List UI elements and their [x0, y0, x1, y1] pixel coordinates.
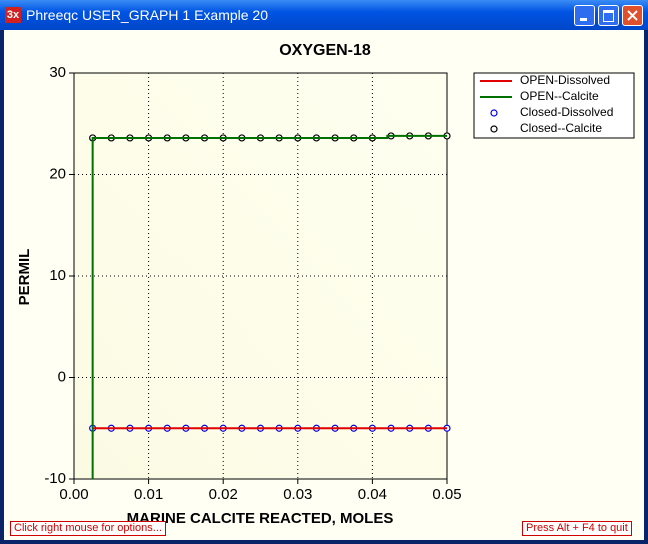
legend-swatch — [490, 125, 498, 133]
y-tick-label: 10 — [49, 267, 66, 284]
legend-swatch — [490, 109, 498, 117]
close-button[interactable] — [622, 5, 643, 26]
series-line — [91, 134, 447, 479]
legend-label: Closed-Dissolved — [520, 105, 613, 119]
y-tick-label: 0 — [58, 368, 66, 385]
x-tick-label: 0.00 — [59, 486, 88, 503]
quit-hint: Press Alt + F4 to quit — [522, 521, 632, 536]
legend-label: OPEN--Calcite — [520, 89, 599, 103]
chart-title: OXYGEN-18 — [279, 42, 371, 59]
window-title: Phreeqc USER_GRAPH 1 Example 20 — [26, 7, 268, 23]
x-tick-label: 0.04 — [358, 486, 387, 503]
title-bar: 3x Phreeqc USER_GRAPH 1 Example 20 — [0, 0, 648, 30]
maximize-button[interactable] — [598, 5, 619, 26]
y-tick-label: -10 — [44, 470, 66, 487]
x-tick-label: 0.01 — [134, 486, 163, 503]
app-icon: 3x — [5, 7, 21, 23]
y-tick-label: 20 — [49, 165, 66, 182]
legend-label: OPEN-Dissolved — [520, 73, 610, 87]
minimize-button[interactable] — [574, 5, 595, 26]
plot-frame — [73, 72, 448, 480]
x-tick-label: 0.05 — [432, 486, 461, 503]
x-tick-label: 0.02 — [209, 486, 238, 503]
x-tick-label: 0.03 — [283, 486, 312, 503]
y-axis-label: PERMIL — [16, 249, 33, 306]
x-axis-label: MARINE CALCITE REACTED, MOLES — [127, 510, 394, 527]
legend-label: Closed--Calcite — [520, 121, 602, 135]
legend-box — [473, 72, 635, 139]
options-hint: Click right mouse for options... — [10, 521, 166, 536]
close-icon — [627, 10, 638, 21]
y-tick-label: 30 — [49, 64, 66, 81]
